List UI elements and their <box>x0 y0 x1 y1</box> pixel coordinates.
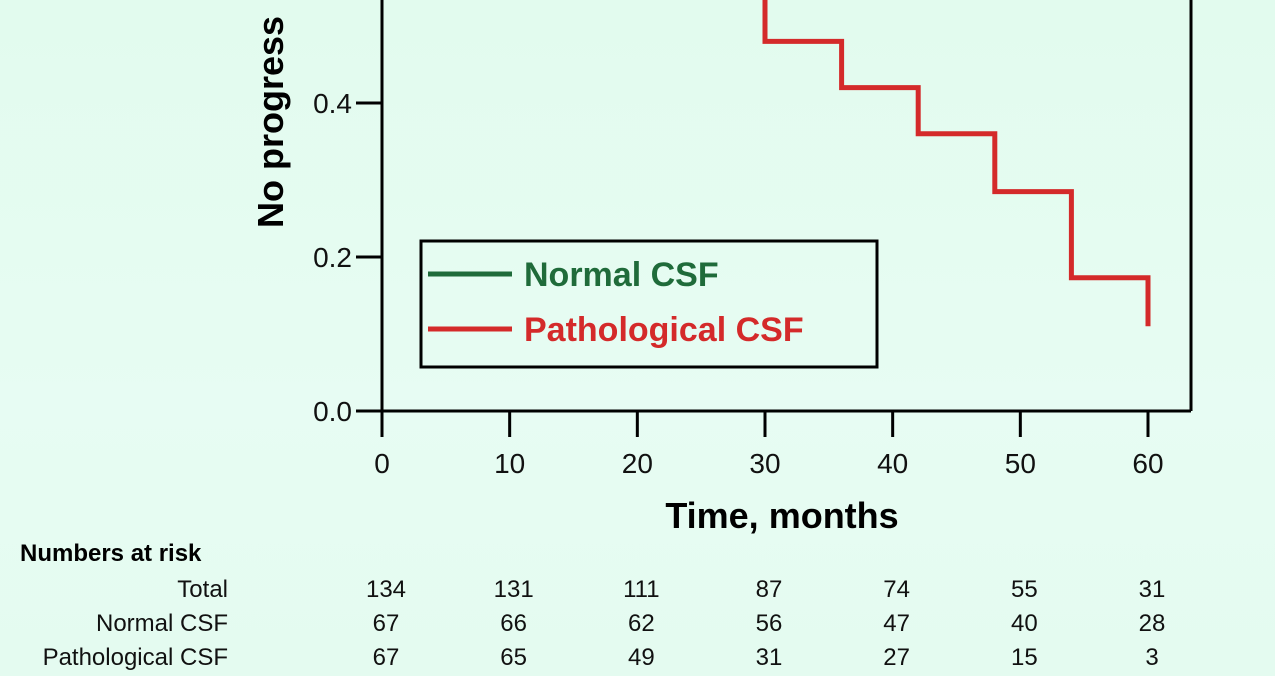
y-tick-label: 0.0 <box>313 396 352 427</box>
numbers-at-risk-title: Numbers at risk <box>20 540 202 567</box>
y-axis: 0.0 0.2 0.4 <box>313 88 382 427</box>
x-tick-label: 40 <box>877 448 908 479</box>
risk-cell: 134 <box>365 576 407 603</box>
risk-cell: 111 <box>623 576 660 603</box>
risk-row-label: Pathological CSF <box>42 644 228 671</box>
x-tick-label: 0 <box>374 448 390 479</box>
x-tick-label: 30 <box>749 448 780 479</box>
x-tick-label: 60 <box>1132 448 1163 479</box>
risk-cell: 67 <box>372 610 400 637</box>
legend-label: Normal CSF <box>524 256 719 294</box>
series-line-pathological-csf <box>762 0 1151 327</box>
y-tick-label: 0.4 <box>313 88 352 119</box>
risk-cell: 131 <box>493 576 534 603</box>
risk-cell: 15 <box>1010 644 1038 671</box>
risk-cell: 31 <box>755 644 783 671</box>
risk-cell: 40 <box>1010 610 1038 637</box>
y-tick-label: 0.2 <box>313 242 352 273</box>
legend-box <box>419 239 879 369</box>
risk-row-label: Total <box>177 576 228 603</box>
risk-cell: 87 <box>755 576 783 603</box>
risk-cell: 67 <box>372 644 400 671</box>
numbers-at-risk-table: Numbers at risk Total 134 131 111 87 74 55 31 No… <box>0 536 1275 676</box>
plot-frame <box>356 0 1193 413</box>
x-axis-label: Time, months <box>665 495 898 536</box>
risk-cell: 56 <box>755 610 783 637</box>
risk-cell: 47 <box>883 610 910 637</box>
x-axis: 0 10 20 30 40 50 60 <box>374 411 1164 479</box>
risk-cell: 65 <box>500 644 527 671</box>
legend-label: Pathological CSF <box>524 311 804 349</box>
risk-cell: 28 <box>1138 610 1166 637</box>
risk-cell: 66 <box>500 610 527 637</box>
risk-cell: 3 <box>1145 644 1159 671</box>
y-axis-label: No progress <box>250 16 291 228</box>
series-layer <box>762 0 1151 327</box>
survival-chart: 0 10 20 30 40 50 60 0.0 0.2 0.4 No progress Time… <box>250 0 1193 536</box>
x-tick-label: 50 <box>1005 448 1036 479</box>
x-tick-label: 20 <box>622 448 653 479</box>
risk-row-label: Normal CSF <box>95 610 228 637</box>
risk-cell: 74 <box>883 576 910 603</box>
legend: Normal CSF Pathological CSF <box>419 239 879 369</box>
risk-cell: 49 <box>627 644 655 671</box>
risk-cell: 27 <box>883 644 910 671</box>
risk-cell: 55 <box>1010 576 1038 603</box>
risk-cell: 31 <box>1138 576 1166 603</box>
x-tick-label: 10 <box>494 448 525 479</box>
risk-cell: 62 <box>627 610 655 637</box>
